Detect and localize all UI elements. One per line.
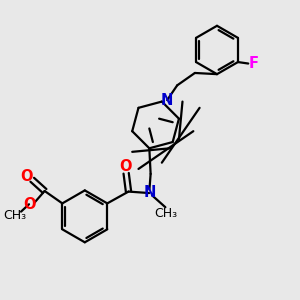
Text: CH₃: CH₃ [3,209,26,222]
Text: N: N [161,93,173,108]
Text: N: N [143,185,156,200]
Text: O: O [20,169,33,184]
Text: F: F [248,56,258,71]
Text: O: O [120,159,132,174]
Text: O: O [23,197,35,212]
Text: CH₃: CH₃ [154,207,177,220]
